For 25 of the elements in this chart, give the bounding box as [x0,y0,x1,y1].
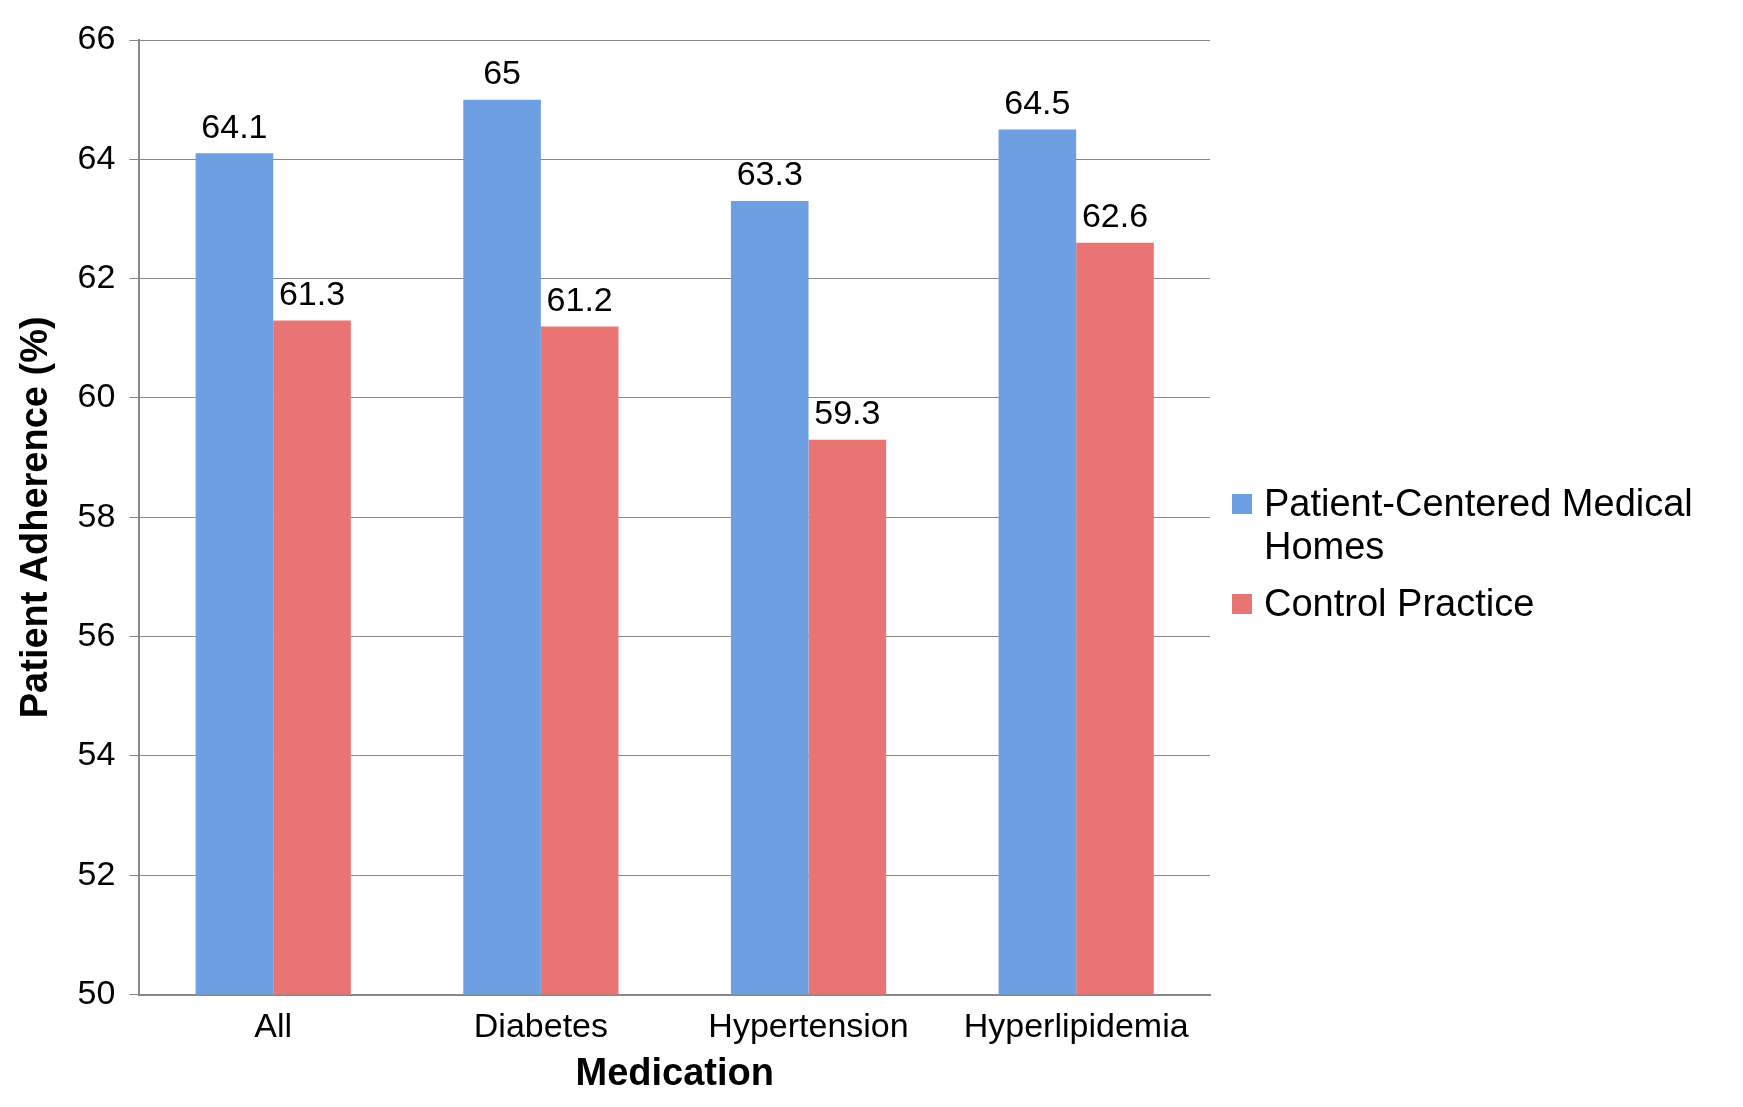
legend-label: Patient-Centered Medical Homes [1264,482,1694,568]
y-tick-label: 52 [77,853,116,892]
x-tick-label: Hypertension [708,1006,909,1045]
y-tick-label: 54 [77,734,116,773]
y-tick-label: 50 [77,972,116,1011]
data-label: 64.1 [201,106,268,145]
legend-label: Control Practice [1264,582,1535,625]
data-label: 59.3 [814,393,881,432]
data-label: 61.2 [546,279,613,318]
data-label: 64.5 [1004,82,1071,121]
data-label: 63.3 [736,154,803,193]
data-label: 62.6 [1081,196,1149,235]
y-tick-label: 64 [77,137,116,176]
data-label: 65 [483,53,521,92]
y-tick-label: 58 [77,495,116,534]
y-tick-label: 60 [77,376,116,415]
y-tick-label: 62 [77,257,116,296]
y-tick-label: 56 [77,615,116,653]
x-axis-title: Medication [575,1050,774,1093]
x-tick-label: All [254,1006,293,1045]
x-tick-label: Hyperlipidemia [963,1006,1189,1045]
y-axis-title: Patient Adherence (%) [13,316,56,719]
data-label: 61.3 [278,273,346,312]
y-tick-label: 66 [77,18,116,57]
x-tick-label: Diabetes [473,1006,608,1045]
